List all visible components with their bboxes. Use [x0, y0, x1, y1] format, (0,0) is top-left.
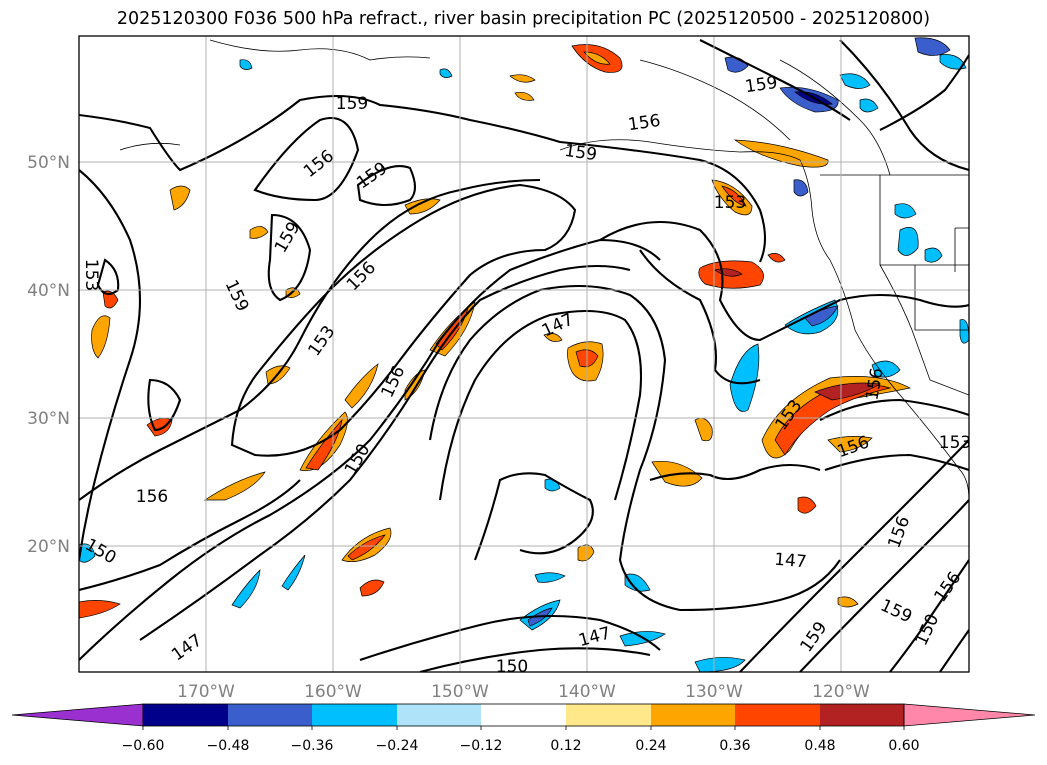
precip-blob: [534, 572, 566, 583]
precip-blob: [797, 496, 817, 514]
colorbar-segment: [228, 704, 312, 726]
precip-blob: [509, 74, 536, 83]
lon-tick-label: 150°W: [431, 682, 489, 702]
contour-label: 159: [744, 73, 779, 97]
contour-label: 153: [81, 259, 101, 291]
precip-blob: [79, 600, 121, 619]
lon-tick-label: 170°W: [177, 682, 235, 702]
precip-blob: [344, 363, 379, 409]
colorbar-label: −0.48: [207, 738, 250, 754]
contour-label: 150: [496, 657, 528, 677]
lon-tick-label: 140°W: [558, 682, 616, 702]
precip-blob: [543, 333, 563, 342]
precip-blob: [939, 54, 967, 70]
contours: [79, 39, 969, 672]
contour-label: 156: [627, 111, 662, 135]
precip-blob: [404, 198, 441, 215]
colorbar-label: −0.12: [460, 738, 503, 754]
colorbar-segment: [481, 704, 566, 726]
precip-blob: [729, 343, 760, 412]
lon-tick-label: 160°W: [304, 682, 362, 702]
precip-blob: [914, 37, 951, 56]
precip-blob: [897, 227, 919, 256]
colorbar-segment: [566, 704, 651, 726]
colorbar-segment: [397, 704, 481, 726]
contour-label: 156: [136, 487, 168, 507]
colorbar-ticks: [142, 726, 905, 730]
lon-tick-label: 120°W: [812, 682, 870, 702]
colorbar-label: 0.12: [550, 738, 581, 754]
precip-blob: [583, 51, 611, 65]
colorbar-labels: −0.60 −0.48 −0.36 −0.24 −0.12 0.12 0.24 …: [122, 738, 920, 754]
lat-tick-label: 40°N: [27, 281, 70, 301]
precip-blob: [767, 253, 786, 263]
precip-blob: [577, 544, 595, 562]
precip-blob: [839, 73, 871, 89]
colorbar-segment: [143, 704, 228, 726]
precip-blob: [249, 226, 269, 239]
colorbar: −0.60 −0.48 −0.36 −0.24 −0.12 0.12 0.24 …: [11, 703, 1036, 754]
contour-label: 159: [563, 141, 598, 165]
coastlines: [119, 39, 969, 501]
lat-tick-label: 50°N: [27, 153, 70, 173]
lon-axis: 170°W 160°W 150°W 140°W 130°W 120°W: [177, 682, 870, 702]
precip-blob: [359, 579, 385, 597]
map-frame: [78, 35, 970, 673]
precip-blob: [733, 139, 829, 168]
precip-blob: [91, 315, 111, 359]
colorbar-segment: [735, 704, 820, 726]
precip-blob: [281, 554, 306, 591]
lat-axis: 50°N 40°N 30°N 20°N: [27, 153, 70, 557]
precip-blob: [514, 91, 535, 101]
precip-blob: [439, 68, 453, 78]
map-area: 159 156 159 156 159 159 156 159 153 156 …: [79, 36, 971, 677]
precip-blob: [793, 179, 809, 197]
precip-blob: [79, 543, 96, 563]
precip-blob: [814, 382, 882, 401]
precip-blob: [624, 573, 651, 592]
precip-blob: [894, 203, 917, 219]
precip-blob: [347, 534, 386, 561]
precip-blob: [169, 185, 191, 211]
precip-blob: [721, 185, 747, 207]
colorbar-segment: [312, 704, 397, 726]
map-title: 2025120300 F036 500 hPa refract., river …: [116, 9, 931, 29]
precip-blob: [924, 247, 943, 263]
colorbar-label: −0.36: [291, 738, 334, 754]
lon-tick-label: 130°W: [685, 682, 743, 702]
colorbar-extend-right: [903, 703, 1036, 727]
colorbar-label: 0.24: [635, 738, 666, 754]
precip-blob: [827, 436, 873, 453]
precip-blob: [761, 376, 912, 459]
colorbar-label: 0.48: [804, 738, 835, 754]
lat-tick-label: 20°N: [27, 537, 70, 557]
precip-blob: [239, 59, 253, 70]
precip-blob: [102, 290, 119, 309]
colorbar-label: −0.24: [376, 738, 419, 754]
gridlines: [79, 36, 969, 672]
precip-blob: [859, 98, 879, 113]
precip-blob: [203, 471, 266, 501]
contour-label: 159: [336, 94, 368, 114]
colorbar-extend-left: [11, 703, 144, 727]
precip-blob: [146, 418, 173, 437]
precip-blob: [871, 360, 901, 378]
colorbar-label: 0.60: [888, 738, 919, 754]
contour-label: 153: [714, 193, 746, 213]
colorbar-segment: [651, 704, 735, 726]
colorbar-label: −0.60: [122, 738, 165, 754]
colorbar-segment: [820, 704, 904, 726]
lat-tick-label: 30°N: [27, 409, 70, 429]
precip-blob: [231, 569, 261, 609]
contour-label: 153: [939, 433, 971, 453]
colorbar-label: 0.36: [719, 738, 750, 754]
contour-label: 147: [773, 550, 807, 573]
